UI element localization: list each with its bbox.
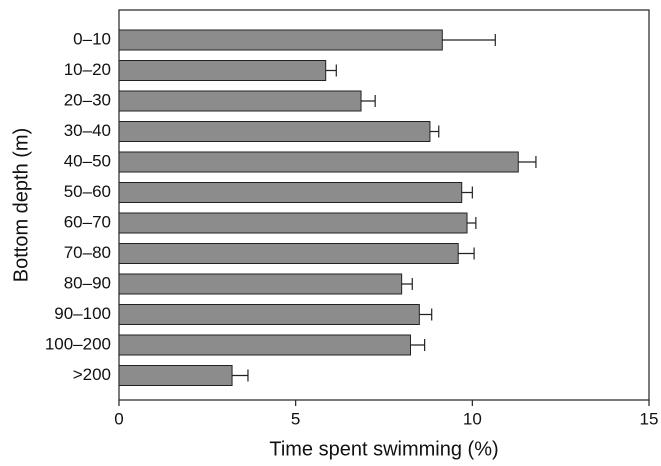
plot-frame xyxy=(118,9,650,401)
bar xyxy=(118,273,403,295)
error-bar xyxy=(518,156,537,168)
y-tick-label: 80–90 xyxy=(64,273,111,292)
error-bar xyxy=(467,217,477,229)
error-bar xyxy=(410,339,426,351)
x-tick-label: 15 xyxy=(640,409,659,428)
x-tick-label: 5 xyxy=(291,409,300,428)
bar xyxy=(118,151,519,173)
bar xyxy=(118,365,233,386)
error-bar xyxy=(429,125,440,138)
x-tick-label: 10 xyxy=(463,409,482,428)
error-bar xyxy=(442,34,496,46)
y-tick-label: 60–70 xyxy=(64,212,111,231)
bar xyxy=(118,304,420,325)
bar xyxy=(118,334,411,356)
x-tick-label: 0 xyxy=(114,409,123,428)
error-bar xyxy=(325,64,337,77)
error-bar xyxy=(232,369,249,382)
error-bar xyxy=(419,308,433,321)
bar xyxy=(118,121,431,142)
error-bar xyxy=(458,247,475,260)
error-bar xyxy=(461,186,473,199)
y-tick-label: 20–30 xyxy=(64,90,111,109)
y-tick-label: 30–40 xyxy=(64,121,111,140)
bar xyxy=(118,60,327,81)
y-tick-label: 0–10 xyxy=(73,29,111,48)
y-tick-label: 50–60 xyxy=(64,182,111,201)
y-tick-label: >200 xyxy=(73,365,111,384)
bar xyxy=(118,90,362,112)
bar xyxy=(118,29,443,51)
y-tick-label: 70–80 xyxy=(64,243,111,262)
y-tick-label: 10–20 xyxy=(64,60,111,79)
bar xyxy=(118,182,463,203)
bar xyxy=(118,243,459,264)
error-bar xyxy=(401,278,413,290)
y-tick-label: 90–100 xyxy=(54,304,111,323)
y-tick-label: 40–50 xyxy=(64,151,111,170)
bar xyxy=(118,212,468,234)
y-axis-title: Bottom depth (m) xyxy=(10,128,32,283)
x-axis-title: Time spent swimming (%) xyxy=(269,438,498,460)
y-tick-label: 100–200 xyxy=(45,334,111,353)
error-bar xyxy=(361,95,376,107)
